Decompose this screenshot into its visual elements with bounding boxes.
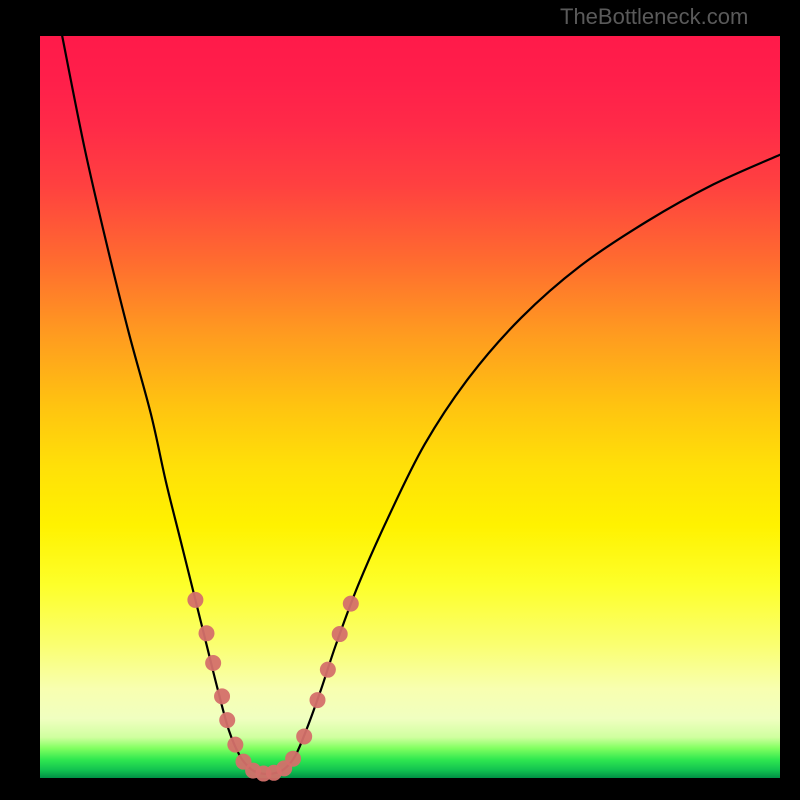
- curve-marker: [320, 662, 336, 678]
- curve-marker: [310, 692, 326, 708]
- curve-marker: [227, 737, 243, 753]
- curve-marker: [199, 625, 215, 641]
- curve-marker: [343, 596, 359, 612]
- curve-marker: [219, 712, 235, 728]
- curve-marker: [332, 626, 348, 642]
- curve-marker: [285, 751, 301, 767]
- plot-background: [40, 36, 780, 778]
- curve-marker: [187, 592, 203, 608]
- bottleneck-chart: [0, 0, 800, 800]
- curve-marker: [205, 655, 221, 671]
- chart-container: TheBottleneck.com: [0, 0, 800, 800]
- curve-marker: [214, 688, 230, 704]
- curve-marker: [296, 728, 312, 744]
